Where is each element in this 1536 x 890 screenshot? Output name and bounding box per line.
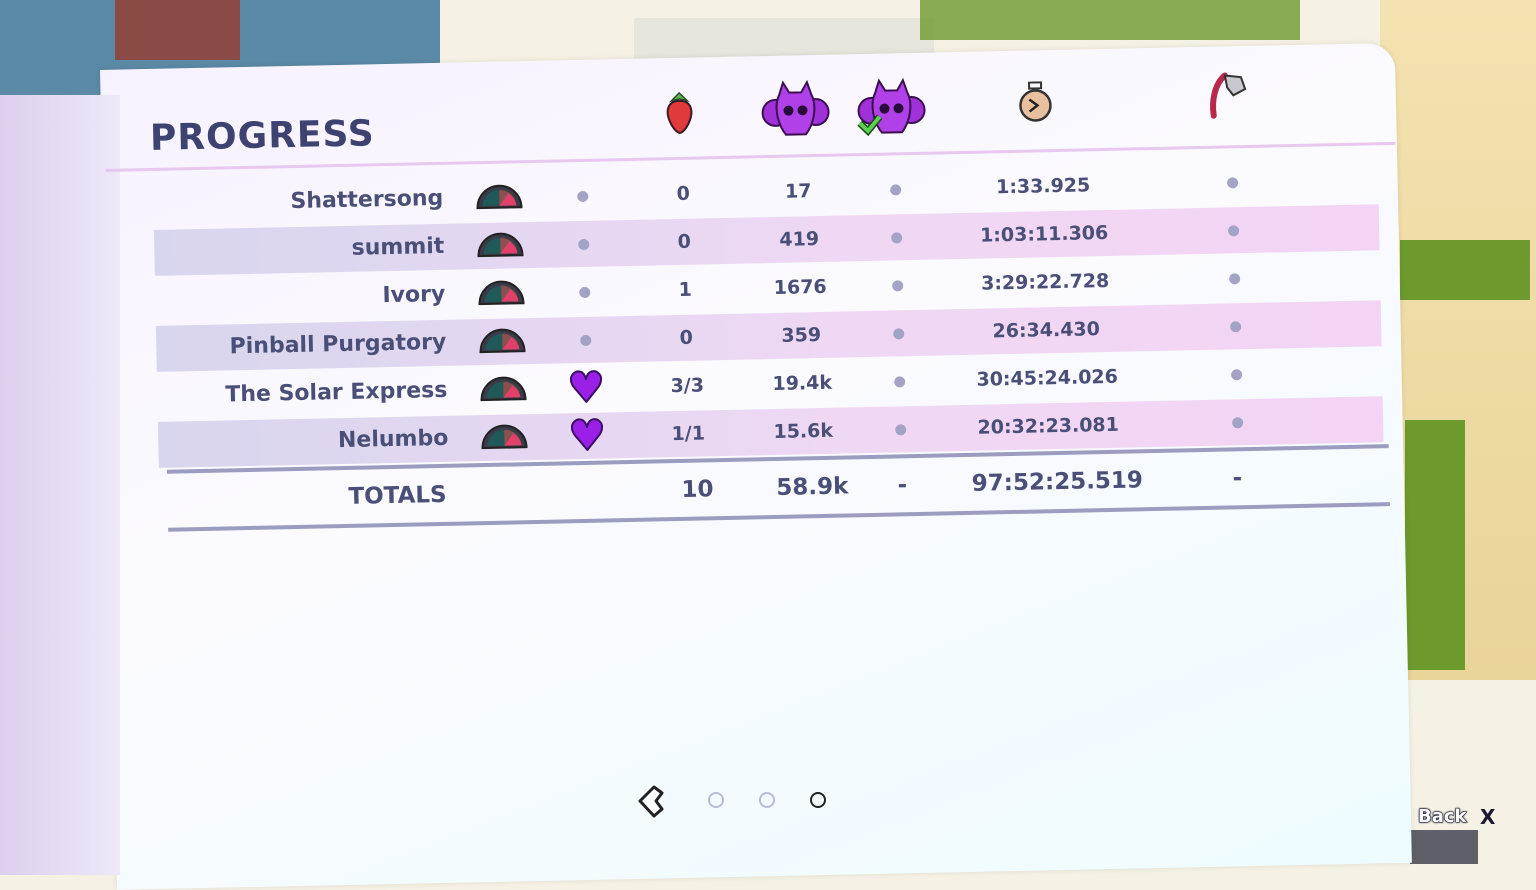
death-count: 17 (784, 180, 812, 203)
difficulty-gauge-icon (476, 184, 523, 210)
chapter-name: summit (351, 233, 445, 261)
table-row[interactable]: Ivory 1 1676 3:29:22.728 (155, 252, 1381, 324)
best-time: 20:32:23.081 (977, 413, 1120, 439)
difficulty-gauge-icon (477, 232, 524, 258)
totals-golden: - (1232, 465, 1243, 492)
background-stone (1410, 830, 1478, 864)
heart-empty-dot (578, 238, 590, 251)
heart-empty-dot (580, 334, 592, 347)
journal-left-page (0, 95, 120, 875)
golden-empty-dot (1227, 177, 1239, 189)
strawberry-count: 0 (677, 230, 692, 253)
table-row[interactable]: Shattersong 0 17 1:33.925 (153, 156, 1379, 228)
stopwatch-icon (1019, 81, 1052, 122)
strawberry-count: 1/1 (671, 422, 706, 446)
strawberry-icon (666, 91, 693, 134)
totals-strawberries: 10 (681, 476, 714, 503)
table-row[interactable]: summit 0 419 1:03:11.306 (153, 204, 1380, 276)
background-vines (1405, 420, 1465, 670)
golden-empty-dot (1230, 321, 1242, 333)
deathless-empty-dot (894, 376, 906, 388)
death-skull-icon (761, 79, 830, 136)
crystal-heart-icon: ♥ (567, 410, 608, 462)
background-vines (920, 0, 1300, 40)
golden-flag-icon (1210, 72, 1247, 119)
best-time: 1:03:11.306 (979, 221, 1109, 247)
chapter-name: Pinball Purgatory (229, 329, 447, 360)
difficulty-gauge-icon (479, 328, 526, 354)
deathless-empty-dot (892, 280, 904, 292)
strawberry-count: 3/3 (670, 374, 705, 398)
totals-time: 97:52:25.519 (971, 467, 1144, 497)
back-key-hint: X (1480, 805, 1496, 829)
difficulty-gauge-icon (478, 280, 525, 306)
death-count: 419 (779, 228, 820, 251)
totals-deaths: 58.9k (776, 473, 849, 501)
strawberry-count: 0 (679, 326, 694, 349)
best-time: 3:29:22.728 (980, 269, 1110, 295)
best-time: 26:34.430 (992, 318, 1101, 343)
deathless-skull-check-icon (857, 77, 926, 137)
chapter-name: Nelumbo (337, 425, 449, 454)
deathless-empty-dot (895, 424, 907, 436)
golden-empty-dot (1232, 417, 1244, 429)
table-row[interactable]: Pinball Purgatory 0 359 26:34.430 (155, 300, 1382, 372)
death-count: 19.4k (772, 371, 833, 396)
totals-deathless: - (897, 472, 908, 499)
golden-empty-dot (1228, 225, 1240, 237)
back-button[interactable]: Back (1418, 806, 1468, 828)
chapter-name: Ivory (382, 281, 446, 309)
best-time: 1:33.925 (995, 174, 1091, 199)
page-indicator-dot[interactable] (708, 792, 724, 808)
best-time: 30:45:24.026 (976, 365, 1119, 391)
deathless-empty-dot (891, 232, 903, 244)
table-row[interactable]: The Solar Express ♥ 3/3 19.4k 30:45:24.0… (157, 348, 1383, 420)
death-count: 1676 (773, 275, 827, 299)
progress-table: PROGRESS Shattersong 0 17 1:33.925 summi… (105, 72, 1396, 532)
page-indicator-dot[interactable] (810, 792, 826, 808)
crystal-heart-icon: ♥ (566, 362, 607, 414)
golden-empty-dot (1229, 273, 1241, 285)
table-row[interactable]: Nelumbo ♥ 1/1 15.6k 20:32:23.081 (157, 396, 1384, 468)
chapter-name: The Solar Express (225, 377, 448, 408)
previous-page-arrow-icon[interactable] (636, 785, 668, 819)
background-vines (1400, 240, 1530, 300)
deathless-empty-dot (893, 328, 905, 340)
difficulty-gauge-icon (481, 424, 528, 450)
strawberry-count: 1 (678, 278, 693, 301)
chapter-name: Shattersong (290, 185, 444, 215)
strawberry-count: 0 (676, 182, 691, 205)
heart-empty-dot (577, 190, 589, 203)
totals-label: TOTALS (348, 481, 447, 510)
page-title: PROGRESS (149, 113, 376, 159)
death-count: 359 (781, 323, 822, 347)
golden-empty-dot (1231, 369, 1243, 381)
difficulty-gauge-icon (480, 376, 527, 402)
heart-empty-dot (579, 286, 591, 299)
background-pipe (115, 0, 240, 60)
deathless-empty-dot (890, 184, 902, 196)
page-indicator-dot[interactable] (759, 792, 775, 808)
death-count: 15.6k (773, 419, 834, 444)
